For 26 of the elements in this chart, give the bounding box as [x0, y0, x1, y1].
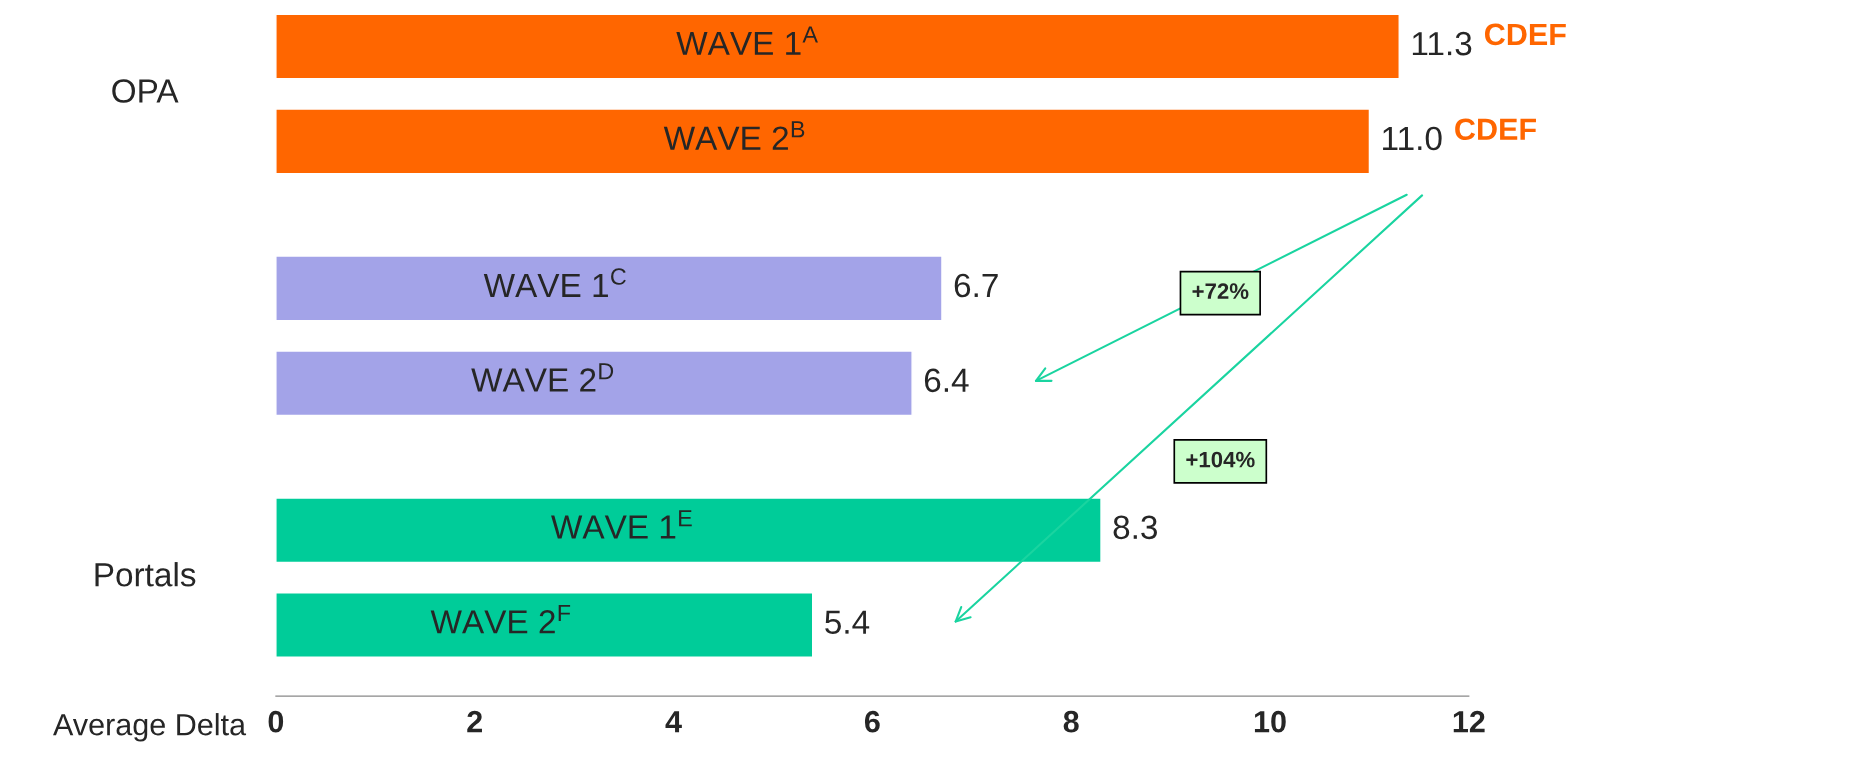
data-label: 6.7: [954, 273, 998, 298]
x-tick-label: 12: [1453, 710, 1485, 733]
data-label: 6.4: [924, 368, 969, 393]
text: Portals: [95, 562, 196, 587]
y-tick-label: WAVE 2$^{D}$: [471, 363, 614, 392]
x-tick-label: 2: [467, 710, 482, 733]
y-tick-label: WAVE 1$^{C}$: [483, 268, 626, 297]
text: OPA: [112, 79, 179, 103]
data-label: 11.3: [1412, 31, 1472, 56]
annotation: +104%: [1186, 451, 1255, 468]
data-label: 5.4: [825, 610, 870, 634]
annotation: CDEF: [1485, 23, 1566, 46]
x-axis-title: Average Delta: [53, 713, 247, 742]
data-label: 8.3: [1113, 515, 1157, 540]
annotation: CDEF: [1455, 118, 1536, 141]
y-tick-label: WAVE 1$^{A}$: [676, 26, 818, 55]
x-tick-label: 0: [268, 710, 284, 733]
y-tick-label: WAVE 1$^{E}$: [551, 510, 692, 539]
x-tick-label: 10: [1254, 710, 1286, 733]
data-label: 11.0: [1383, 126, 1442, 151]
x-tick-label: 6: [864, 710, 880, 733]
x-tick-label: 4: [665, 711, 682, 733]
y-tick-label: WAVE 2$^{B}$: [663, 121, 805, 150]
y-tick-label: WAVE 2$^{F}$: [430, 604, 571, 634]
annotation: +72%: [1192, 283, 1249, 299]
x-tick-label: 8: [1063, 710, 1079, 733]
